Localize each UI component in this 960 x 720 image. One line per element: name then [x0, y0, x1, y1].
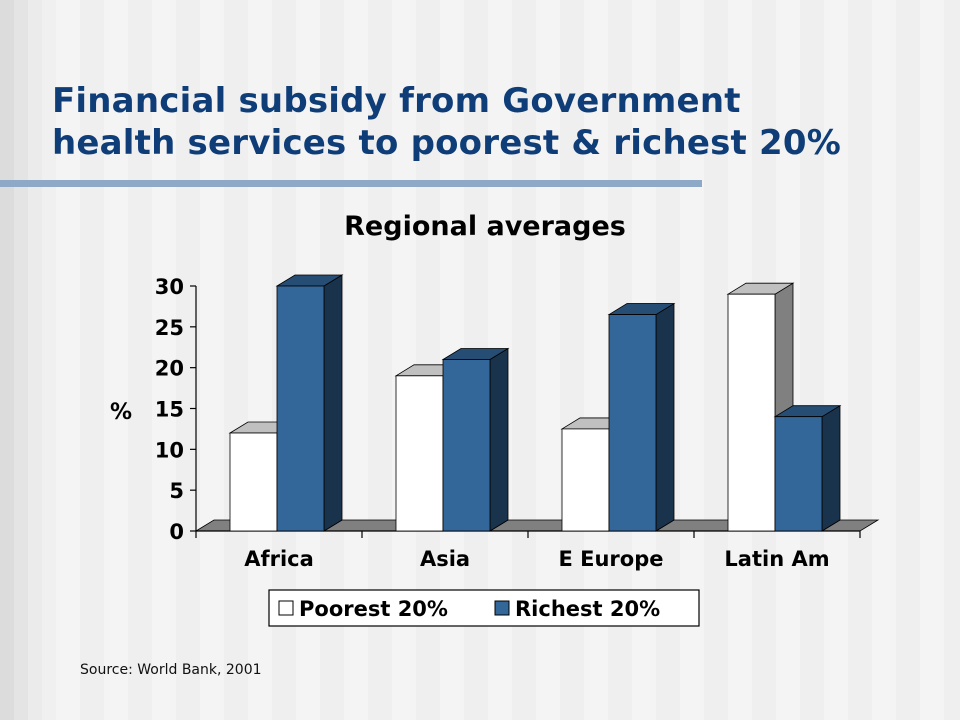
title-rule [0, 180, 702, 187]
bar-chart: Regional averages % 0 5 10 15 20 25 30 Africa As… [110, 211, 880, 627]
source-note: Source: World Bank, 2001 [80, 662, 262, 678]
bar-side [323, 274, 343, 532]
y-tick-label: 0 [169, 520, 184, 544]
bar-asia-richest [441, 347, 510, 532]
legend-box [268, 589, 700, 627]
background-stripe [848, 0, 872, 720]
slide-title: Financial subsidy from Government health… [52, 80, 932, 164]
bar-front [774, 416, 823, 532]
background-stripe [704, 0, 728, 720]
background-stripe [944, 0, 960, 720]
bar-latin-am-richest [773, 404, 842, 532]
bar-side [489, 347, 509, 532]
bar-front [276, 285, 325, 532]
category-label: Latin Am [724, 547, 829, 571]
category-label: Asia [420, 547, 470, 571]
bar-side [821, 404, 841, 532]
background-stripe [224, 0, 248, 720]
background-stripe [80, 0, 104, 720]
y-tick-label: 20 [155, 357, 184, 381]
y-axis-label: % [110, 400, 132, 425]
legend-swatch [494, 600, 510, 616]
bar-africa-richest [275, 274, 344, 532]
bar-front [561, 428, 610, 532]
bar-front [395, 375, 444, 532]
chart-title: Regional averages [344, 211, 626, 242]
legend: Poorest 20% Richest 20% [268, 589, 700, 627]
bar-e-europe-richest [607, 302, 676, 532]
slide-title-line-2: health services to poorest & richest 20% [52, 123, 842, 163]
plot-area: 0 5 10 15 20 25 30 Africa Asia E Europe Latin Am [155, 274, 880, 571]
legend-label: Richest 20% [515, 597, 660, 621]
category-label: Africa [244, 547, 314, 571]
background-stripe [800, 0, 824, 720]
slide-title-line-1: Financial subsidy from Government [52, 81, 741, 121]
background-stripe [128, 0, 152, 720]
bar-front [229, 432, 278, 532]
y-tick-label: 25 [155, 316, 184, 340]
y-tick-label: 15 [155, 398, 184, 422]
bar-side [655, 302, 675, 532]
y-tick-label: 30 [155, 275, 184, 299]
legend-label: Poorest 20% [299, 597, 448, 621]
category-label: E Europe [558, 547, 663, 571]
bar-front [727, 293, 776, 532]
background-stripe [896, 0, 920, 720]
legend-swatch [278, 600, 294, 616]
bar-front [608, 314, 657, 532]
y-tick-label: 10 [155, 438, 184, 462]
y-tick-label: 5 [169, 479, 184, 503]
bar-front [442, 359, 491, 532]
